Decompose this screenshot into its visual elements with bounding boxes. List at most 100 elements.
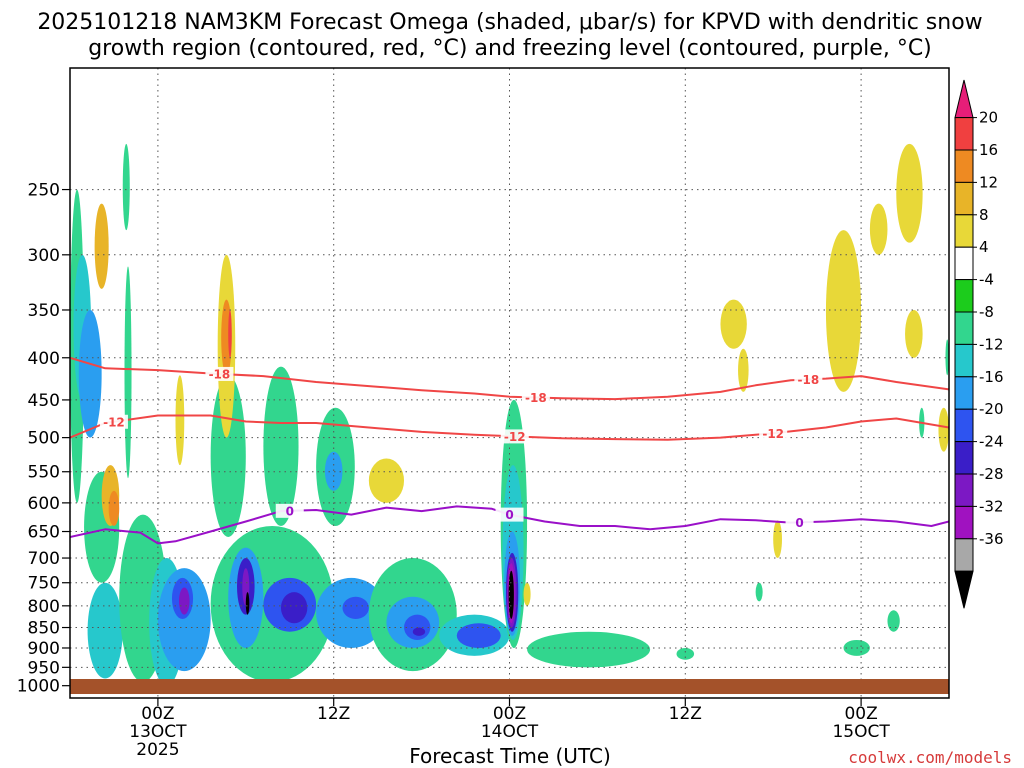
x-axis-label: Forecast Time (UTC) — [409, 744, 611, 768]
colorbar-segment — [954, 214, 974, 248]
omega-cell — [228, 309, 232, 358]
omega-cell — [412, 627, 426, 636]
colorbar-label: -16 — [979, 368, 1004, 386]
x-tick-label: 15OCT — [832, 722, 890, 742]
colorbar: 20 16 12 8 4 -4 -8 -12 -16 -20 -24 -28 -32 -36 — [954, 79, 1004, 609]
y-tick-label: 400 — [28, 349, 60, 369]
omega-cell — [178, 587, 190, 615]
omega-cell — [508, 570, 514, 620]
colorbar-label: -4 — [979, 271, 994, 289]
contour-label: 0 — [286, 504, 294, 518]
contour-label-bg — [495, 507, 524, 522]
x-tick-label: 13OCT — [129, 722, 187, 742]
chart-title-line-2: growth region (contoured, red, °C) and f… — [88, 36, 932, 61]
colorbar-bottom-arrow — [954, 570, 974, 609]
x-tick-label: 00Z — [493, 704, 526, 724]
y-tick-label: 750 — [28, 574, 60, 594]
omega-cell — [157, 568, 211, 672]
chart-title-line-1: 2025101218 NAM3KM Forecast Omega (shaded… — [37, 10, 982, 35]
contour-label-bg — [759, 426, 788, 441]
omega-cell — [887, 610, 900, 632]
x-tick-label: 12Z — [669, 704, 702, 724]
contour-dgz-bottom--12 — [70, 414, 949, 441]
colorbar-label: -12 — [979, 335, 1004, 353]
omega-cell — [78, 309, 102, 438]
y-tick-label: 450 — [28, 391, 60, 411]
x-tick-label: 12Z — [317, 704, 350, 724]
colorbar-segment — [954, 505, 974, 540]
y-axis: 2503003504004505005506006507007508008509… — [17, 181, 70, 697]
colorbar-segment — [954, 149, 974, 183]
y-tick-label: 500 — [28, 429, 60, 449]
colorbar-label: 12 — [979, 173, 998, 191]
y-tick-label: 350 — [28, 301, 60, 321]
contour-label: -12 — [504, 430, 526, 444]
omega-cell — [342, 596, 369, 620]
omega-cell — [87, 582, 123, 679]
colorbar-label: 8 — [979, 206, 989, 224]
y-tick-label: 950 — [28, 658, 60, 678]
y-tick-label: 550 — [28, 463, 60, 483]
contour-label-bg — [785, 515, 814, 530]
omega-cell — [122, 143, 130, 231]
contour-label-bg — [500, 429, 529, 444]
x-tick-label: 00Z — [141, 704, 174, 724]
y-tick-label: 800 — [28, 597, 60, 617]
contour-label: 0 — [505, 508, 513, 522]
omega-cell — [263, 366, 299, 526]
x-tick-label: 2025 — [136, 740, 179, 760]
contours: -18 -18 -18 -12 -12 -12 0 0 0 — [70, 356, 949, 545]
omega-cell — [368, 458, 405, 503]
y-tick-label: 900 — [28, 639, 60, 659]
colorbar-label: -20 — [979, 400, 1004, 418]
contour-label: -18 — [525, 391, 547, 405]
contour-label: -18 — [798, 373, 820, 387]
colorbar-segment — [954, 311, 974, 345]
omega-cell — [210, 375, 246, 537]
plot-area: -18 -18 -18 -12 -12 -12 0 0 0 — [69, 67, 950, 699]
colorbar-segment — [954, 473, 974, 507]
contour-label-bg — [275, 503, 304, 518]
omega-cell — [523, 582, 531, 606]
omega-cell — [945, 339, 949, 376]
omega-cell — [527, 631, 651, 668]
contour-label-bg — [521, 390, 550, 405]
contour-label-bg — [205, 366, 234, 381]
omega-cell — [108, 490, 120, 526]
omega-cell — [896, 143, 923, 243]
contour-label: -12 — [762, 427, 784, 441]
colorbar-label: -36 — [979, 530, 1004, 548]
y-tick-label: 650 — [28, 523, 60, 543]
omega-cell — [755, 582, 763, 602]
omega-cell — [245, 592, 250, 615]
omega-cell — [324, 451, 343, 491]
y-tick-label: 850 — [28, 619, 60, 639]
colorbar-label: 16 — [979, 141, 998, 159]
y-tick-label: 600 — [28, 494, 60, 514]
contour-label-bg — [99, 414, 128, 429]
omega-cell — [938, 407, 949, 452]
colorbar-top-arrow — [954, 79, 974, 119]
colorbar-label: -24 — [979, 433, 1004, 451]
omega-cell — [124, 266, 132, 479]
omega-cell — [905, 309, 923, 358]
y-tick-label: 1000 — [17, 677, 60, 697]
contour-label: -18 — [209, 367, 231, 381]
x-tick-label: 00Z — [844, 704, 877, 724]
omega-cell — [175, 375, 185, 466]
omega-shading — [70, 143, 949, 686]
omega-cell — [773, 520, 782, 559]
omega-cell — [456, 623, 501, 648]
colorbar-segment — [954, 117, 974, 151]
omega-cell — [738, 348, 749, 392]
credit-text: coolwx.com/models — [848, 748, 1012, 767]
y-tick-label: 700 — [28, 549, 60, 569]
colorbar-label: 20 — [979, 109, 998, 127]
y-tick-label: 300 — [28, 246, 60, 266]
colorbar-segment — [954, 538, 974, 572]
x-tick-label: 14OCT — [481, 722, 539, 742]
colorbar-label: 4 — [979, 238, 989, 256]
contour-label: 0 — [795, 516, 803, 530]
